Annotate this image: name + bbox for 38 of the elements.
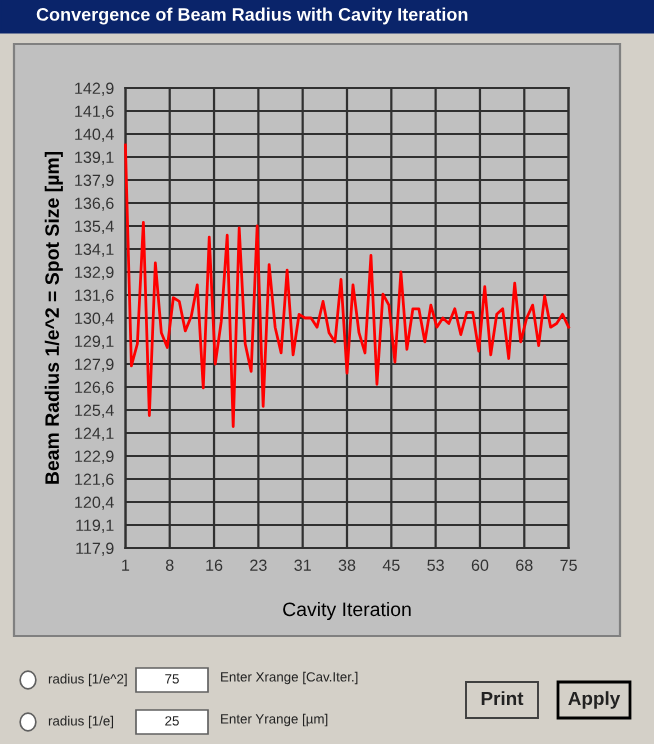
y-tick-label: 126,6 xyxy=(75,381,114,395)
x-tick-label: 53 xyxy=(427,559,444,571)
y-tick-label: 125,4 xyxy=(75,404,114,418)
y-tick-label: 122,9 xyxy=(75,450,114,464)
y-tick-label: 134,1 xyxy=(75,243,114,257)
y-tick-label: 132,9 xyxy=(75,266,114,280)
line-series xyxy=(124,143,570,428)
x-tick-label: 60 xyxy=(471,559,489,571)
x-tick-label: 31 xyxy=(294,559,311,571)
y-tick-label: 142,9 xyxy=(75,82,114,96)
x-axis-title: Cavity Iteration xyxy=(283,601,411,621)
chart-title: Convergence of Beam Radius with Cavity Iteration xyxy=(36,7,468,25)
y-tick-label: 127,9 xyxy=(75,358,114,372)
text: Print xyxy=(481,691,524,706)
x-tick-label: 68 xyxy=(516,559,533,571)
y-axis-title: Beam Radius 1/e^2 = Spot Size [µm] xyxy=(44,151,63,484)
y-tick-label: 137,9 xyxy=(75,174,114,188)
text: Apply xyxy=(568,691,621,709)
y-tick-label: 129,1 xyxy=(75,335,114,349)
y-tick-label: 131,6 xyxy=(75,289,114,303)
y-tick-label: 141,6 xyxy=(75,105,114,119)
y-tick-label: 139,1 xyxy=(75,151,114,165)
y-tick-label: 119,1 xyxy=(76,519,114,533)
y-tick-label: 120,4 xyxy=(75,496,114,510)
x-tick-label: 8 xyxy=(165,559,174,571)
x-tick-label: 75 xyxy=(560,559,577,571)
y-tick-label: 136,6 xyxy=(75,197,114,211)
x-tick-label: 1 xyxy=(122,559,130,571)
y-tick-label: 135,4 xyxy=(75,220,114,234)
x-tick-label: 45 xyxy=(382,559,400,571)
x-tick-label: 23 xyxy=(250,559,267,571)
y-tick-label: 124,1 xyxy=(75,427,114,441)
y-tick-label: 117,9 xyxy=(76,542,114,556)
y-tick-label: 130,4 xyxy=(75,312,114,326)
x-tick-label: 38 xyxy=(338,559,356,571)
x-tick-label: 16 xyxy=(206,559,223,571)
y-tick-label: 140,4 xyxy=(75,128,114,142)
y-tick-label: 121,6 xyxy=(75,473,114,487)
